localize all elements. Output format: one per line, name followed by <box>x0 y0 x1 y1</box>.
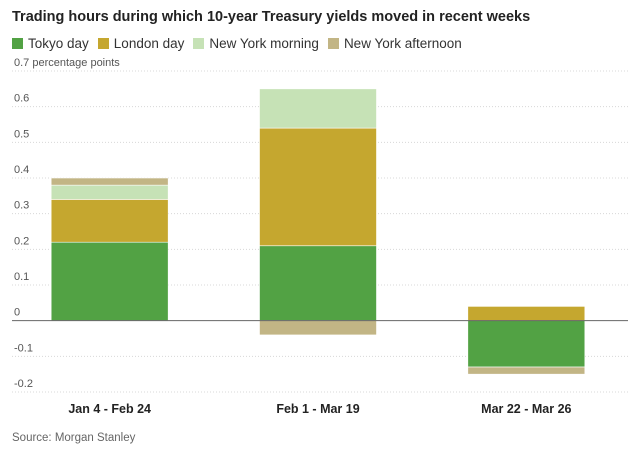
bar-new-york-afternoon-jan-4-feb-24 <box>50 177 169 186</box>
bar-tokyo-day-feb-1-mar-19 <box>259 245 377 321</box>
x-tick-label-feb-1-mar-19: Feb 1 - Mar 19 <box>276 402 359 416</box>
y-tick-label-0-6: 0.6 <box>14 93 29 105</box>
legend-item-london-day: London day <box>97 36 185 51</box>
legend-swatch-london-day <box>97 38 109 49</box>
y-tick-label-0-7: 0.7 percentage points <box>14 57 120 69</box>
y-tick-label-0-5: 0.5 <box>14 128 29 140</box>
legend-label-new-york-morning: New York morning <box>209 36 319 51</box>
bar-new-york-morning-feb-1-mar-19 <box>259 88 377 129</box>
legend-label-tokyo-day: Tokyo day <box>28 36 89 51</box>
legend-swatch-new-york-morning <box>193 38 205 49</box>
bar-new-york-morning-jan-4-feb-24 <box>50 184 169 200</box>
bar-tokyo-day-jan-4-feb-24 <box>50 241 169 321</box>
legend-item-new-york-morning: New York morning <box>193 36 319 51</box>
y-tick-label-0-3: 0.3 <box>14 200 29 212</box>
legend-item-tokyo-day: Tokyo day <box>12 36 89 51</box>
bar-london-day-mar-22-mar-26 <box>467 306 586 321</box>
legend-swatch-tokyo-day <box>12 38 23 49</box>
bar-london-day-jan-4-feb-24 <box>50 199 169 243</box>
x-tick-label-jan-4-feb-24: Jan 4 - Feb 24 <box>68 402 151 416</box>
legend-item-new-york-afternoon: New York afternoon <box>327 36 462 51</box>
bar-new-york-afternoon-mar-22-mar-26 <box>467 366 586 375</box>
chart-title: Trading hours during which 10-year Treas… <box>12 9 531 25</box>
y-tick-label-0-1: -0.1 <box>14 342 33 354</box>
y-tick-label-0-4: 0.4 <box>14 164 29 176</box>
y-tick-label-0-2: -0.2 <box>14 378 33 390</box>
legend-swatch-new-york-afternoon <box>327 38 339 49</box>
legend-label-new-york-afternoon: New York afternoon <box>343 36 462 51</box>
x-tick-label-mar-22-mar-26: Mar 22 - Mar 26 <box>481 402 571 416</box>
legend-label-london-day: London day <box>113 36 185 51</box>
y-tick-label-0: 0 <box>14 307 20 319</box>
bar-new-york-afternoon-feb-1-mar-19 <box>259 320 377 336</box>
y-tick-label-0-1: 0.1 <box>14 271 29 283</box>
bar-london-day-feb-1-mar-19 <box>259 127 377 247</box>
source-note: Source: Morgan Stanley <box>12 432 136 444</box>
y-tick-label-0-2: 0.2 <box>14 235 29 247</box>
legend: Tokyo day London day New York morning Ne… <box>12 36 471 51</box>
bar-tokyo-day-mar-22-mar-26 <box>467 320 586 368</box>
